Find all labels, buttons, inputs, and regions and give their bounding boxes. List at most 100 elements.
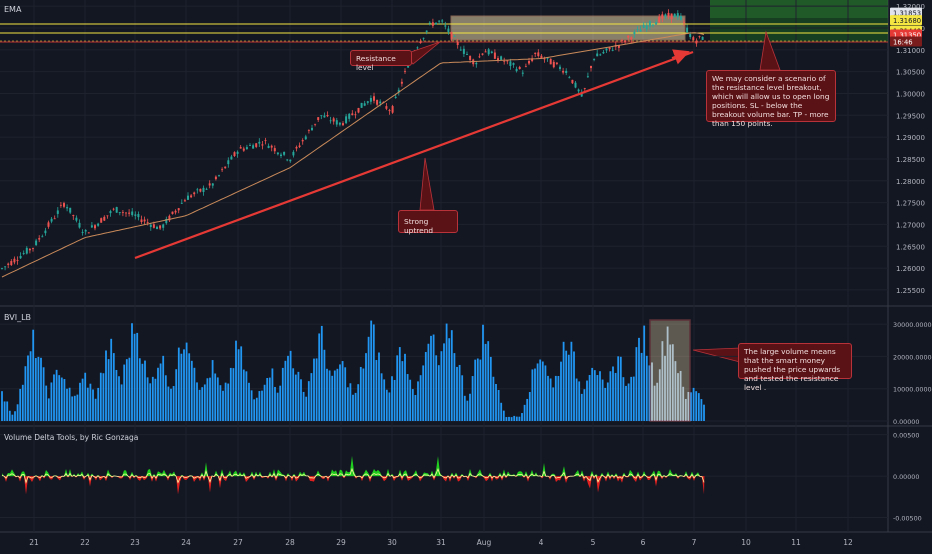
volume-bar: [3, 401, 6, 421]
volume-bar: [651, 362, 653, 421]
candle-body: [497, 58, 499, 61]
volume-bar: [640, 352, 643, 421]
volume-bar: [21, 384, 24, 421]
candle-body: [258, 141, 261, 144]
volume-bar: [411, 389, 414, 421]
volume-bar: [703, 404, 705, 421]
candle-body: [159, 225, 162, 229]
volume-bar: [638, 337, 640, 421]
candle-body: [59, 204, 62, 206]
time-tick-label: 27: [233, 538, 243, 547]
candle-body: [593, 59, 596, 60]
volume-bar: [575, 378, 578, 421]
candle-body: [298, 145, 301, 147]
volume-bar: [687, 391, 690, 421]
volume-tick-label: 20000.00000: [893, 353, 932, 361]
candle-body: [273, 148, 276, 152]
volume-bar: [107, 359, 110, 421]
candle-body: [605, 48, 608, 51]
volume-bar: [92, 389, 94, 421]
candle-body: [152, 224, 155, 228]
volume-bar: [289, 350, 292, 421]
candle-body: [50, 218, 53, 222]
candle-body: [627, 35, 630, 38]
candle-body: [69, 207, 72, 213]
resistance-callout-text: Resistance level: [356, 54, 396, 72]
volume-bar: [40, 357, 42, 421]
candle-body: [652, 24, 654, 26]
volume-bar: [224, 382, 227, 421]
volume-bar: [63, 379, 66, 421]
candle-body: [1, 268, 3, 269]
price-tick-label: 1.28500: [896, 156, 925, 164]
volume-bar: [437, 365, 440, 421]
candle-body: [521, 72, 524, 74]
volume-bar: [422, 365, 425, 421]
uptrend-trendline[interactable]: [134, 50, 694, 260]
price-tick-label: 1.28000: [896, 178, 925, 186]
volume-bar: [307, 381, 310, 421]
candle-body: [540, 55, 543, 59]
time-tick-label: Aug: [477, 538, 492, 547]
volume-bar: [445, 323, 448, 421]
candle-body: [264, 140, 267, 141]
candle-body: [103, 216, 106, 221]
volume-bar: [263, 384, 266, 421]
volume-bar: [609, 371, 612, 421]
uptrend-callout-text: Strong uptrend: [404, 217, 434, 235]
candle-body: [667, 12, 670, 17]
candle-body: [208, 183, 211, 186]
price-tick-label: 1.30000: [896, 90, 925, 98]
volume-bar: [159, 363, 162, 421]
volume-bar: [614, 372, 617, 421]
volume-bar: [591, 367, 594, 421]
volume-bar: [120, 384, 123, 421]
volume-bar: [684, 398, 687, 421]
time-tick-label: 6: [641, 538, 646, 547]
candle-body: [345, 116, 348, 124]
candle-body: [156, 226, 158, 230]
candle-body: [441, 20, 444, 22]
volume-bar: [645, 355, 648, 421]
candle-body: [63, 203, 65, 207]
volume-bar: [346, 387, 349, 421]
volume-bar: [362, 368, 365, 421]
volume-bar: [328, 370, 331, 421]
volume-bar: [287, 355, 289, 421]
volume-bar: [388, 392, 391, 421]
volume-bar: [141, 363, 144, 421]
volume-bar: [417, 381, 419, 421]
candle-body: [599, 54, 602, 56]
candle-body: [648, 21, 651, 27]
candle-body: [534, 52, 537, 54]
volume-bar: [175, 369, 178, 421]
candle-body: [196, 189, 199, 191]
candle-body: [28, 248, 31, 251]
volume-bar: [237, 349, 240, 421]
volume-bar: [34, 358, 37, 421]
volume-bar: [274, 386, 276, 421]
candle-body: [385, 106, 388, 109]
volume-bar: [617, 356, 620, 421]
volume-bar: [180, 353, 183, 421]
volume-bar: [690, 392, 692, 421]
volume-bar: [409, 379, 412, 421]
candle-body: [506, 60, 509, 62]
volume-bar: [396, 355, 399, 421]
candle-body: [568, 77, 571, 79]
volume-bar: [128, 357, 131, 421]
volume-bar: [510, 417, 513, 421]
volume-bar: [227, 383, 230, 421]
candle-body: [270, 145, 273, 148]
volume-bar: [612, 366, 614, 421]
candle-body: [524, 66, 527, 68]
volume-bar: [102, 373, 105, 421]
candle-body: [177, 208, 180, 211]
candle-body: [25, 247, 28, 254]
candle-body: [205, 188, 208, 190]
volume-bar: [60, 377, 63, 421]
volume-bar: [448, 338, 451, 421]
candle-body: [478, 56, 481, 58]
time-tick-label: 24: [181, 538, 191, 547]
candle-body: [19, 256, 22, 259]
